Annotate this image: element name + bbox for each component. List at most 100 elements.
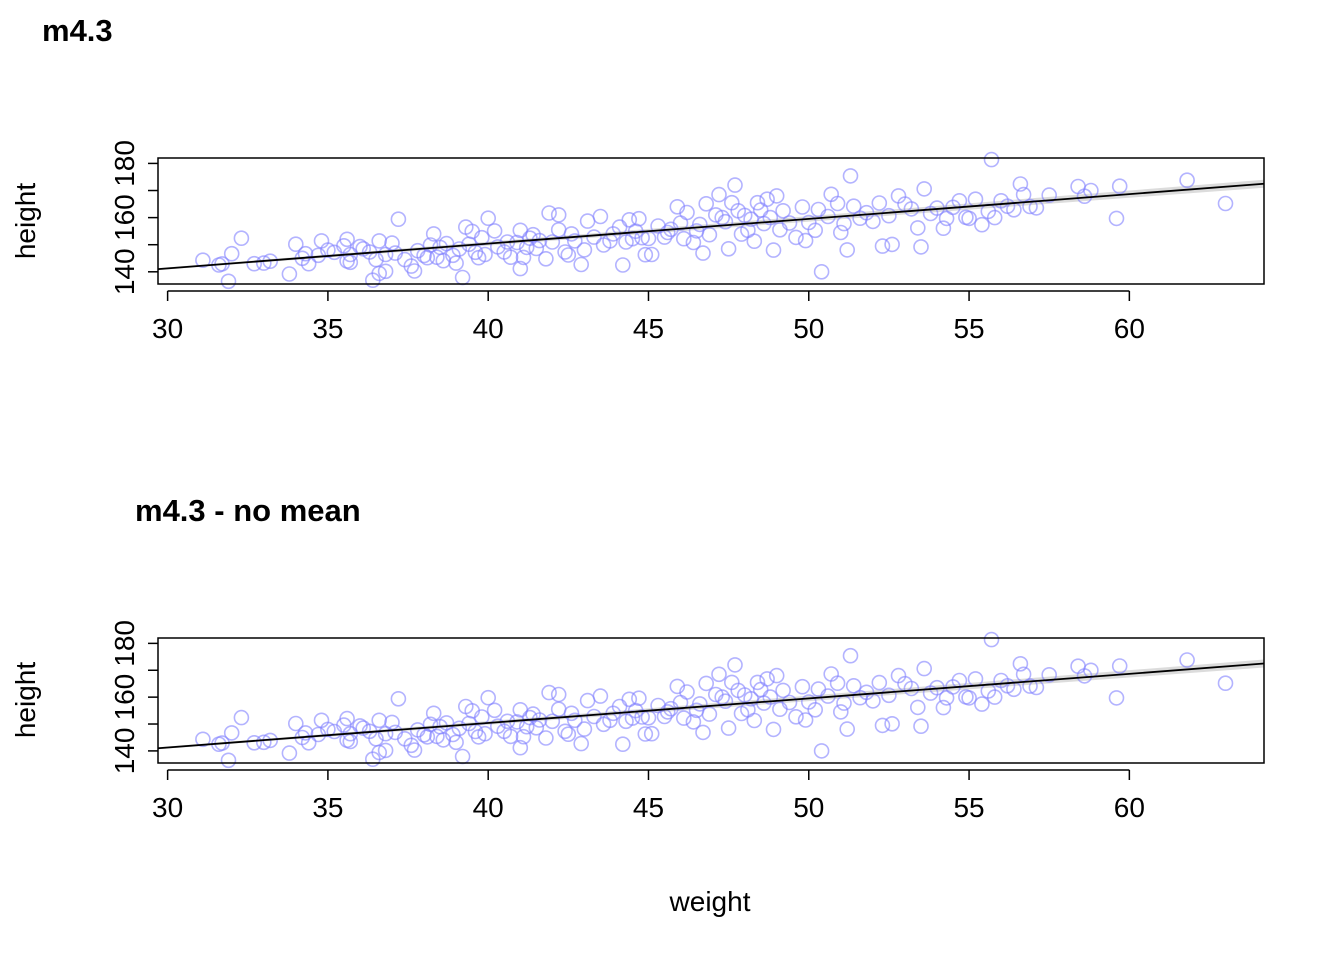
data-point (438, 715, 455, 731)
data-point (832, 704, 849, 720)
data-point (986, 689, 1003, 705)
data-point (643, 246, 660, 263)
data-point (788, 229, 804, 246)
data-point (528, 719, 545, 736)
data-point (711, 666, 727, 683)
data-point (297, 725, 314, 741)
x-tick-label: 60 (1114, 792, 1145, 823)
data-point (310, 726, 327, 743)
data-point (983, 151, 1000, 168)
data-point (502, 728, 519, 745)
chart-title: m4.3 (42, 13, 113, 48)
y-tick-label: 180 (109, 140, 140, 187)
data-point (371, 233, 388, 249)
data-point (422, 237, 439, 253)
data-point (746, 712, 763, 729)
data-point (384, 714, 400, 731)
x-tick-label: 55 (953, 313, 984, 344)
data-point (631, 690, 647, 707)
data-point (903, 680, 920, 697)
data-point (614, 736, 631, 753)
data-point (451, 241, 468, 257)
data-point (195, 731, 211, 748)
data-point (698, 196, 715, 212)
data-point (720, 241, 737, 257)
data-point (320, 721, 336, 738)
data-point (515, 728, 532, 745)
panel-m4-3: m4.3 height 30 35 40 45 50 55 60 140 160 180 (10, 13, 1265, 344)
data-point (874, 238, 891, 254)
data-point (935, 699, 952, 716)
data-point (342, 733, 359, 750)
data-point (1070, 178, 1086, 195)
data-point (563, 705, 580, 722)
data-point (916, 660, 933, 677)
data-point (425, 226, 442, 242)
data-point (255, 734, 272, 751)
data-point (842, 647, 859, 664)
data-point (913, 239, 929, 255)
data-point (538, 730, 554, 746)
data-point (592, 208, 609, 225)
data-point (913, 718, 929, 735)
data-point (807, 222, 824, 239)
data-point (502, 249, 519, 266)
data-point (1217, 195, 1234, 212)
data-point (903, 201, 920, 217)
x-tick-label: 30 (152, 792, 183, 823)
data-point (541, 684, 557, 701)
data-point (717, 693, 734, 710)
data-point (403, 737, 420, 754)
data-point (916, 181, 933, 197)
data-point (813, 263, 830, 280)
data-point (765, 242, 782, 258)
data-point (512, 701, 529, 718)
data-point (557, 244, 573, 260)
x-tick-label: 30 (152, 313, 183, 344)
data-point (961, 690, 977, 706)
data-point (759, 191, 775, 207)
data-point (377, 742, 394, 759)
data-point (974, 696, 990, 712)
x-tick-label: 40 (473, 792, 504, 823)
data-point (1070, 658, 1086, 675)
data-point (448, 734, 464, 751)
data-point (477, 725, 493, 742)
data-point (220, 273, 237, 290)
data-point (717, 213, 734, 230)
data-point (1022, 678, 1038, 694)
data-point (935, 220, 952, 236)
data-point (1012, 176, 1029, 192)
data-point (406, 263, 423, 279)
y-tick-label: 140 (109, 728, 140, 775)
data-point (233, 709, 250, 726)
data-point (579, 213, 596, 229)
data-point (390, 211, 407, 227)
data-point (480, 210, 497, 226)
data-point (1111, 178, 1128, 194)
data-point (679, 204, 695, 221)
data-point (550, 207, 567, 223)
data-point (287, 715, 304, 732)
data-point (438, 235, 455, 252)
data-point (695, 724, 711, 741)
y-tick-label: 160 (109, 194, 140, 241)
data-point (781, 694, 798, 711)
data-point (339, 710, 355, 727)
data-point (586, 708, 602, 725)
data-point (1217, 675, 1234, 692)
data-point (544, 234, 561, 250)
panel-m4-3-no-mean: m4.3 - no mean height 30 35 40 45 50 55 60 140… (10, 493, 1265, 823)
data-point (387, 245, 404, 261)
data-point (845, 198, 862, 214)
plot-frame (157, 637, 1265, 764)
data-point (287, 236, 304, 252)
data-point (765, 721, 782, 738)
data-point (871, 195, 888, 211)
data-point (371, 265, 388, 282)
data-point (223, 725, 240, 741)
data-point (406, 742, 423, 758)
data-point (528, 240, 545, 257)
data-point (563, 226, 580, 242)
data-point (842, 168, 859, 184)
